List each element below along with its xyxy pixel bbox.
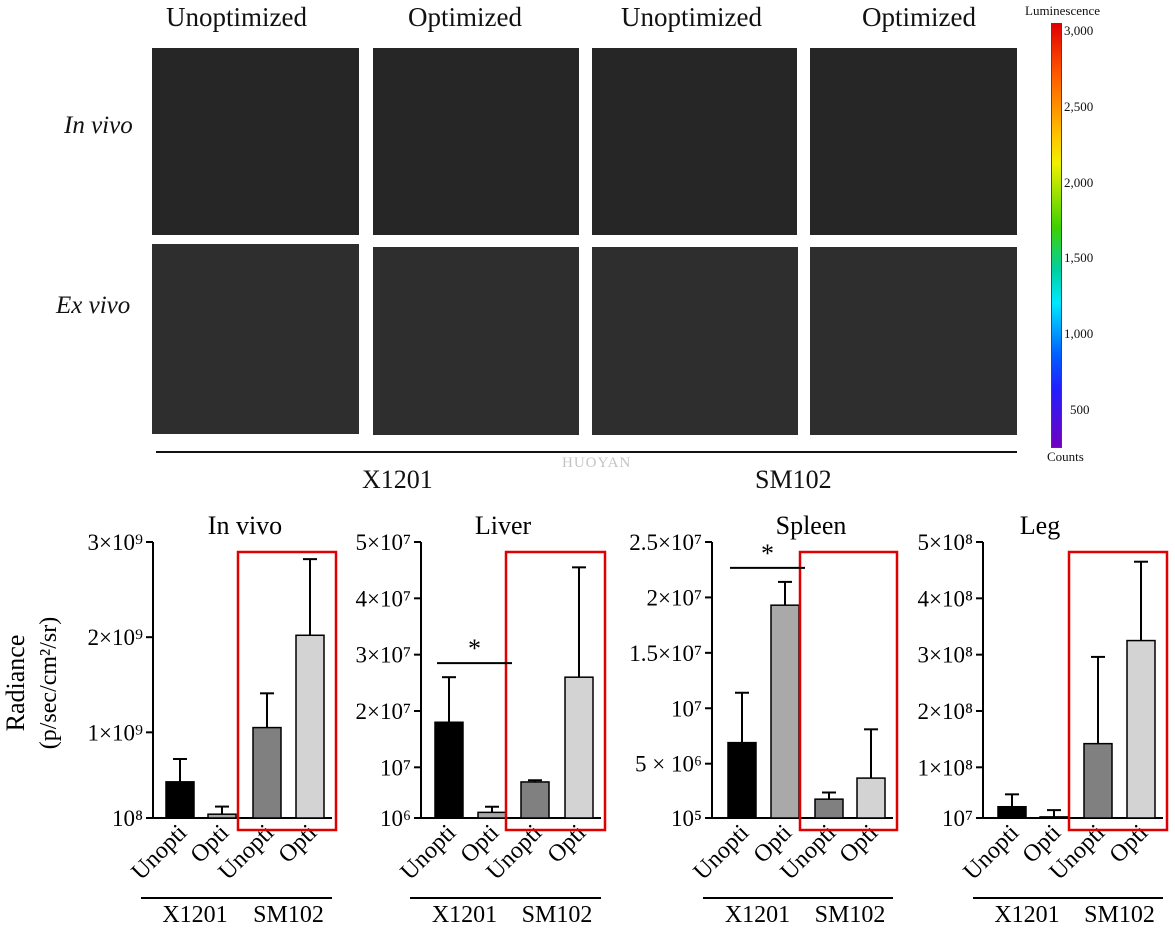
y-tick-label-leg-5: 5×10⁸ [918, 530, 974, 555]
row-label-ex-vivo: Ex vivo [56, 292, 131, 319]
bar-in-vivo-3 [295, 634, 325, 819]
bar-spleen-2 [814, 798, 844, 819]
y-tick-label-leg-3: 3×10⁸ [918, 643, 974, 668]
group-label-leg-1: SM102 [1084, 902, 1155, 928]
highlight-box-spleen [798, 550, 899, 832]
bar-liver-2 [520, 781, 550, 819]
x-tick-label-liver-3: Opti [543, 820, 592, 869]
in-vivo-image-x1201-optimized [373, 48, 579, 235]
ex-vivo-image-x1201-optimized [373, 247, 579, 435]
x-tick-label-spleen-3: Opti [835, 820, 884, 869]
group-label-liver-0: X1201 [432, 902, 497, 928]
group-label-x1201: X1201 [362, 465, 433, 494]
y-tick-label-in-vivo-3: 3×10⁹ [88, 530, 144, 555]
bar-in-vivo-0 [165, 781, 195, 819]
colorbar-tick-1500: 1,500 [1064, 250, 1094, 265]
y-tick-label-spleen-2: 10⁷ [671, 696, 702, 721]
ex-vivo-image-x1201-unoptimized [152, 244, 359, 434]
y-tick-label-liver-1: 10⁷ [380, 755, 411, 780]
significance-star-spleen-0: * [761, 539, 774, 568]
chart-title-leg: Leg [1020, 511, 1060, 540]
in-vivo-image-x1201-unoptimized [152, 48, 359, 235]
ex-vivo-image-sm102-optimized [810, 247, 1017, 435]
y-axis-units: (p/sec/cm²/sr) [36, 617, 62, 749]
bar-leg-1 [1039, 816, 1069, 819]
group-label-spleen-1: SM102 [815, 902, 886, 928]
group-label-leg-0: X1201 [994, 902, 1059, 928]
y-tick-label-spleen-3: 1.5×10⁷ [629, 641, 702, 666]
chart-title-in-vivo: In vivo [208, 511, 282, 540]
y-tick-label-in-vivo-0: 10⁸ [112, 806, 143, 831]
y-tick-label-spleen-0: 10⁵ [671, 806, 702, 831]
bar-spleen-1 [770, 604, 800, 819]
bar-charts: Radiance (p/sec/cm²/sr) In vivo 10⁸ 1×10⁹ 2×1… [1, 511, 1169, 928]
row-label-in-vivo: In vivo [64, 112, 133, 139]
y-tick-label-leg-0: 10⁷ [942, 806, 973, 831]
y-tick-label-liver-3: 3×10⁷ [356, 643, 412, 668]
y-tick-label-liver-4: 4×10⁷ [356, 586, 412, 611]
column-title-1: Unoptimized [166, 2, 307, 32]
column-title-4: Optimized [862, 2, 976, 32]
bar-liver-3 [564, 676, 594, 819]
bar-in-vivo-1 [207, 813, 237, 819]
group-divider-line [156, 451, 1017, 453]
y-tick-label-leg-4: 4×10⁸ [918, 586, 974, 611]
bar-leg-2 [1083, 742, 1113, 819]
highlight-box-liver [504, 550, 607, 832]
colorbar-tick-500: 500 [1070, 402, 1090, 417]
bar-in-vivo-2 [252, 726, 282, 819]
bar-spleen-0 [727, 741, 757, 819]
column-title-3: Unoptimized [621, 2, 762, 32]
group-label-in-vivo-1: SM102 [253, 902, 324, 928]
colorbar-tick-2000: 2,000 [1064, 175, 1094, 190]
significance-star-liver-0: * [468, 634, 481, 663]
bar-leg-3 [1126, 639, 1156, 819]
group-label-sm102: SM102 [755, 465, 832, 494]
y-tick-label-leg-2: 2×10⁸ [918, 699, 974, 724]
in-vivo-image-sm102-optimized [810, 48, 1017, 235]
x-tick-label-in-vivo-3: Opti [274, 820, 323, 869]
x-tick-label-leg-3: Opti [1105, 820, 1154, 869]
y-axis-label: Radiance [1, 635, 30, 732]
chart-title-spleen: Spleen [776, 511, 847, 540]
group-label-spleen-0: X1201 [725, 902, 790, 928]
chart-title-liver: Liver [475, 511, 532, 540]
group-label-liver-1: SM102 [522, 902, 593, 928]
y-tick-label-liver-2: 2×10⁷ [356, 699, 412, 724]
y-tick-label-leg-1: 1×10⁸ [918, 755, 974, 780]
y-tick-label-spleen-4: 2×10⁷ [647, 585, 703, 610]
y-tick-label-in-vivo-2: 2×10⁹ [88, 625, 144, 650]
ex-vivo-image-sm102-unoptimized [592, 247, 798, 435]
colorbar-unit-label: Counts [1047, 449, 1084, 464]
bar-spleen-3 [856, 777, 886, 819]
watermark: HUOYAN [562, 455, 632, 471]
colorbar-gradient [1051, 23, 1062, 448]
group-label-in-vivo-0: X1201 [162, 902, 227, 928]
y-tick-label-in-vivo-1: 1×10⁹ [88, 720, 144, 745]
column-title-2: Optimized [408, 2, 522, 32]
colorbar-tick-1000: 1,000 [1064, 326, 1094, 341]
colorbar-title: Luminescence [1025, 3, 1101, 18]
y-tick-label-liver-0: 10⁶ [380, 806, 411, 831]
bar-liver-0 [434, 721, 464, 819]
highlight-box-in-vivo [236, 550, 338, 832]
bar-liver-1 [477, 811, 507, 819]
bar-leg-0 [997, 805, 1027, 819]
y-tick-label-spleen-1: 5 × 10⁶ [635, 752, 702, 777]
y-tick-label-liver-5: 5×10⁷ [356, 530, 412, 555]
colorbar-tick-2500: 2,500 [1064, 99, 1094, 114]
y-tick-label-spleen-5: 2.5×10⁷ [629, 530, 702, 555]
colorbar-tick-3000: 3,000 [1064, 23, 1094, 38]
highlight-box-leg [1067, 550, 1169, 832]
in-vivo-image-sm102-unoptimized [592, 48, 797, 235]
